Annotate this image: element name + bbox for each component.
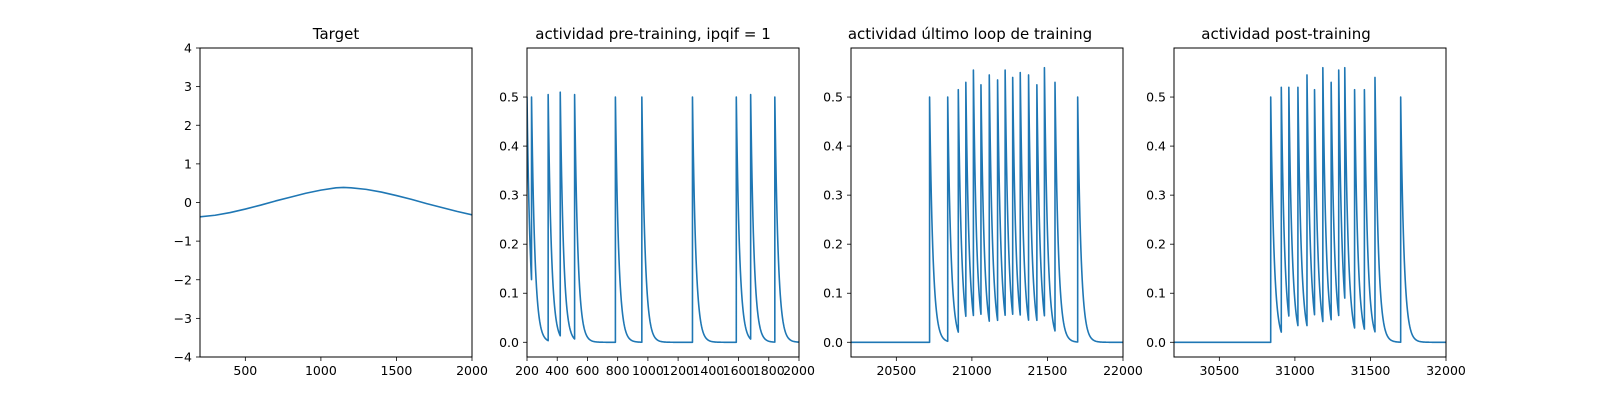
y-tick-label: 0.5 — [499, 90, 519, 105]
x-tick-label: 600 — [576, 363, 600, 378]
x-tick-label: 2000 — [783, 363, 815, 378]
chart-post-training: actividad post-training 30500 31000 31500 3… — [1146, 25, 1466, 378]
y-tick-label: 0.1 — [823, 286, 843, 301]
y-tick-label: −2 — [174, 272, 192, 287]
y-tick-label: 0.3 — [823, 188, 843, 203]
series-line — [527, 91, 799, 344]
y-tick-label: 0.2 — [823, 237, 843, 252]
axes-frame — [1173, 47, 1447, 358]
x-tick-label: 22000 — [1103, 363, 1143, 378]
y-tick-label: 0.5 — [1146, 90, 1166, 105]
x-tick-label: 2000 — [456, 363, 488, 378]
y-tick-label: 0.1 — [1146, 286, 1166, 301]
series-line — [200, 186, 472, 218]
y-tick-label: 0.3 — [499, 188, 519, 203]
series-line — [1174, 66, 1446, 344]
x-tick-label: 1400 — [692, 363, 724, 378]
x-tick-label: 1000 — [305, 363, 337, 378]
x-tick-label: 31000 — [1275, 363, 1315, 378]
x-tick-label: 21500 — [1028, 363, 1068, 378]
y-tick-label: 0 — [184, 195, 192, 210]
y-tick-label: 1 — [184, 156, 192, 171]
y-tick-label: 0.0 — [823, 335, 843, 350]
x-tick-label: 21000 — [952, 363, 992, 378]
chart-title: Target — [312, 25, 360, 43]
x-tick-label: 1000 — [632, 363, 664, 378]
axes-frame — [526, 47, 800, 358]
chart-title: actividad último loop de training — [848, 25, 1092, 43]
series-line — [851, 66, 1123, 344]
x-tick-label: 20500 — [876, 363, 916, 378]
x-tick-label: 500 — [233, 363, 257, 378]
x-tick-label: 1600 — [723, 363, 755, 378]
y-tick-label: 0.0 — [1146, 335, 1166, 350]
y-tick-label: 2 — [184, 118, 192, 133]
x-tick-label: 800 — [606, 363, 630, 378]
y-tick-label: 4 — [184, 41, 192, 56]
x-tick-label: 400 — [545, 363, 569, 378]
y-tick-label: 0.2 — [1146, 237, 1166, 252]
x-tick-label: 32000 — [1426, 363, 1466, 378]
chart-target: Target 500 1000 1500 2000 −4 −3 −2 −1 0 1 2 3 4 — [174, 25, 488, 378]
y-tick-label: 0.4 — [499, 139, 519, 154]
y-tick-label: −4 — [174, 350, 192, 365]
y-tick-label: 0.1 — [499, 286, 519, 301]
x-tick-label: 1200 — [662, 363, 694, 378]
y-tick-label: 0.5 — [823, 90, 843, 105]
y-tick-label: −3 — [174, 311, 192, 326]
y-tick-label: 0.4 — [1146, 139, 1166, 154]
y-tick-label: 0.4 — [823, 139, 843, 154]
x-tick-label: 31500 — [1351, 363, 1391, 378]
axes-frame — [850, 47, 1124, 358]
y-tick-label: 0.2 — [499, 237, 519, 252]
y-tick-label: 0.0 — [499, 335, 519, 350]
y-tick-label: −1 — [174, 234, 192, 249]
chart-last-training-loop: actividad último loop de training 20500 2… — [823, 25, 1143, 378]
chart-pre-training: actividad pre-training, ipqif = 1 200 400… — [499, 25, 815, 378]
y-tick-label: 0.3 — [1146, 188, 1166, 203]
chart-title: actividad post-training — [1201, 25, 1370, 43]
x-tick-label: 30500 — [1199, 363, 1239, 378]
y-tick-label: 3 — [184, 79, 192, 94]
x-tick-label: 1500 — [381, 363, 413, 378]
x-tick-label: 1800 — [753, 363, 785, 378]
chart-title: actividad pre-training, ipqif = 1 — [535, 25, 771, 43]
axes-frame — [199, 47, 473, 358]
x-tick-label: 200 — [515, 363, 539, 378]
